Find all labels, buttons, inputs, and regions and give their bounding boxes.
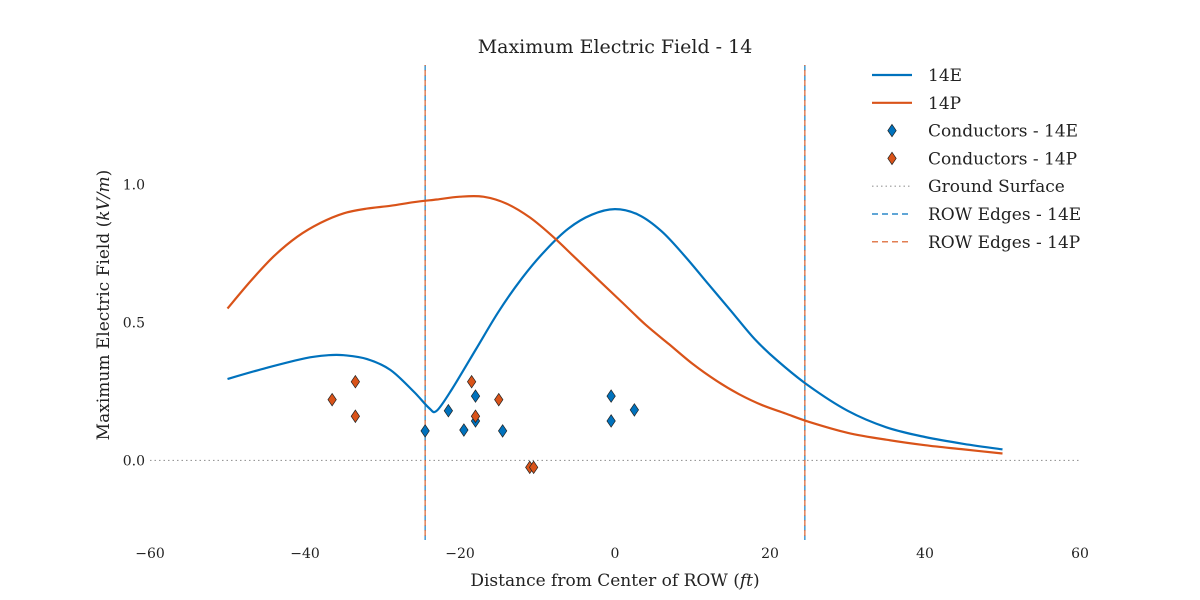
x-tick-label: 0 <box>611 546 620 562</box>
legend-label: 14E <box>928 66 962 86</box>
legend-label: Ground Surface <box>928 177 1065 197</box>
legend: 14E 14P Conductors - 14E Conductors - 14P Gr… <box>872 66 1081 253</box>
y-tick-label: 1.0 <box>123 177 145 193</box>
series-line-14p <box>226 194 1003 455</box>
y-tick-label: 0.5 <box>123 315 145 331</box>
legend-item: Conductors - 14E <box>887 122 1078 142</box>
conductor-marker <box>350 409 360 424</box>
legend-label: Conductors - 14E <box>928 122 1078 142</box>
x-axis-label: Distance from Center of ROW (ft) <box>470 571 759 591</box>
legend-item: 14E <box>872 66 962 86</box>
x-tick-label: −20 <box>445 546 475 562</box>
y-axis-label: Maximum Electric Field (kV/m) <box>94 170 114 441</box>
conductor-marker <box>459 423 469 437</box>
legend-label: ROW Edges - 14P <box>928 233 1080 253</box>
legend-marker-swatch <box>887 123 897 138</box>
legend-label: Conductors - 14P <box>928 149 1077 169</box>
x-tick-label: 40 <box>916 546 934 562</box>
legend-item: ROW Edges - 14P <box>872 233 1080 253</box>
conductor-marker <box>494 392 504 407</box>
conductor-marker <box>467 374 477 389</box>
x-tick-label: 60 <box>1071 546 1089 562</box>
legend-item: Conductors - 14P <box>887 149 1077 169</box>
conductor-marker <box>420 424 430 438</box>
legend-label: ROW Edges - 14E <box>928 205 1081 225</box>
legend-label: 14P <box>928 94 961 114</box>
x-axis-ticks: −60 −40 −20 0 20 40 60 <box>135 546 1089 562</box>
conductor-marker <box>498 424 508 438</box>
legend-marker-swatch <box>887 151 897 166</box>
conductor-marker <box>606 389 616 403</box>
conductor-marker <box>327 392 337 407</box>
conductor-marker <box>470 389 481 403</box>
y-axis-ticks: 0.0 0.5 1.0 <box>123 177 145 469</box>
y-tick-label: 0.0 <box>123 453 145 469</box>
series-line-14e <box>227 208 1003 451</box>
conductor-marker <box>606 414 616 428</box>
plot-area <box>150 65 1080 540</box>
conductor-marker <box>470 409 481 424</box>
legend-item: 14P <box>872 94 961 114</box>
x-tick-label: −40 <box>290 546 320 562</box>
legend-item: ROW Edges - 14E <box>872 205 1081 225</box>
x-tick-label: −60 <box>135 546 165 562</box>
conductor-marker <box>443 403 453 418</box>
conductor-marker <box>629 403 639 417</box>
conductor-marker <box>529 460 539 475</box>
x-tick-label: 20 <box>761 546 779 562</box>
chart-title: Maximum Electric Field - 14 <box>478 36 753 58</box>
legend-item: Ground Surface <box>872 177 1065 197</box>
conductor-marker <box>350 374 360 389</box>
